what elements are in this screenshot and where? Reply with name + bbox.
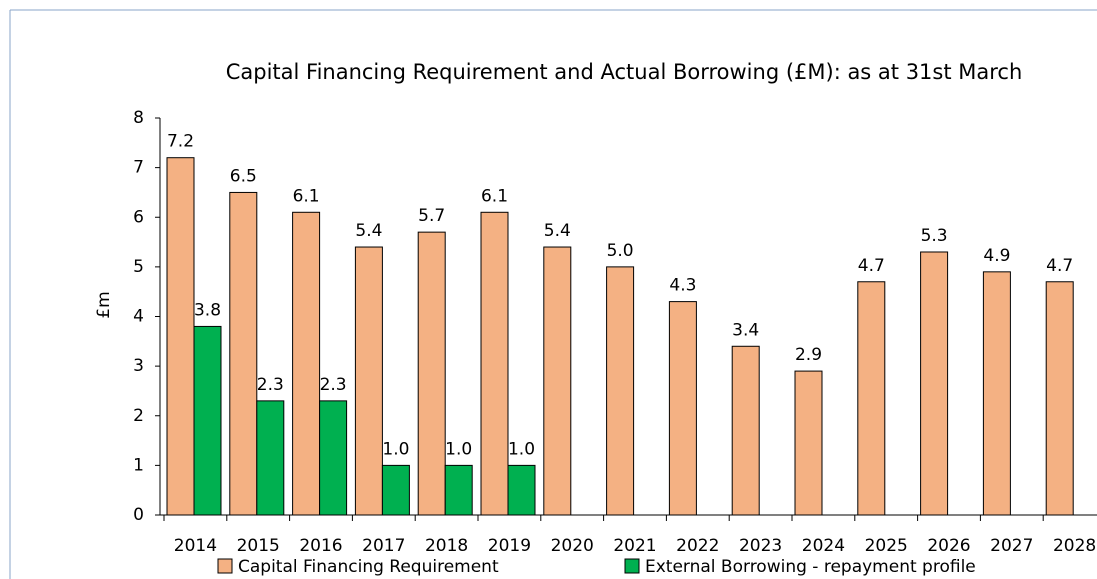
bar <box>507 464 536 516</box>
value-label: 1.0 <box>508 439 535 459</box>
x-tick-label: 2017 <box>362 536 405 556</box>
bar <box>256 400 285 516</box>
y-tick-label: 3 <box>133 356 144 376</box>
x-tick-label: 2015 <box>237 536 280 556</box>
y-tick-label: 6 <box>133 207 144 227</box>
value-label: 5.7 <box>418 206 445 226</box>
bar <box>857 281 886 516</box>
x-tick-label: 2022 <box>676 536 719 556</box>
value-label: 6.1 <box>293 186 320 206</box>
bar <box>193 325 222 516</box>
y-axis-label: £m <box>94 291 114 318</box>
x-tick-label: 2014 <box>174 536 217 556</box>
value-label: 2.3 <box>257 375 284 395</box>
value-label: 5.3 <box>921 226 948 246</box>
y-tick-label: 0 <box>133 505 144 525</box>
bar <box>1045 281 1074 516</box>
value-label: 6.1 <box>481 186 508 206</box>
value-label: 1.0 <box>445 439 472 459</box>
value-label: 5.4 <box>355 221 382 241</box>
x-tick-label: 2025 <box>865 536 908 556</box>
value-label: 4.3 <box>669 276 696 296</box>
bar <box>381 464 410 516</box>
bar <box>606 266 635 516</box>
bar <box>417 231 446 516</box>
y-tick-label: 5 <box>133 257 144 277</box>
bar <box>543 246 572 516</box>
y-tick-label: 4 <box>133 307 144 327</box>
x-tick-label: 2018 <box>425 536 468 556</box>
chart-title: Capital Financing Requirement and Actual… <box>226 60 1023 84</box>
y-tick-label: 7 <box>133 158 144 178</box>
bar <box>731 345 760 516</box>
bar <box>166 157 195 516</box>
y-tick-label: 1 <box>133 455 144 475</box>
legend-swatch <box>217 558 233 574</box>
value-label: 4.7 <box>858 256 885 276</box>
x-tick-label: 2016 <box>299 536 342 556</box>
y-tick-label: 8 <box>133 108 144 128</box>
value-label: 3.4 <box>732 320 759 340</box>
bar <box>668 301 697 516</box>
bar <box>229 191 258 516</box>
value-label: 7.2 <box>167 132 194 152</box>
x-tick-label: 2021 <box>613 536 656 556</box>
x-tick-label: 2020 <box>551 536 594 556</box>
x-tick-label: 2028 <box>1053 536 1096 556</box>
value-label: 5.0 <box>607 241 634 261</box>
x-tick-label: 2023 <box>739 536 782 556</box>
x-tick-label: 2019 <box>488 536 531 556</box>
x-tick-label: 2024 <box>802 536 845 556</box>
bar <box>480 211 509 516</box>
bar <box>444 464 473 516</box>
x-tick-label: 2026 <box>927 536 970 556</box>
value-label: 1.0 <box>382 439 409 459</box>
value-label: 2.3 <box>320 375 347 395</box>
value-label: 4.9 <box>983 246 1010 266</box>
bar <box>982 271 1011 516</box>
value-label: 2.9 <box>795 345 822 365</box>
value-label: 6.5 <box>230 166 257 186</box>
bar <box>354 246 383 516</box>
legend-swatch <box>624 558 640 574</box>
bar <box>920 251 949 516</box>
bar <box>292 211 321 516</box>
value-label: 5.4 <box>544 221 571 241</box>
bar <box>319 400 348 516</box>
legend-label: External Borrowing - repayment profile <box>645 557 976 577</box>
value-label: 4.7 <box>1046 256 1073 276</box>
y-tick-label: 2 <box>133 406 144 426</box>
bar <box>794 370 823 516</box>
x-tick-label: 2027 <box>990 536 1033 556</box>
legend-label: Capital Financing Requirement <box>238 557 499 577</box>
value-label: 3.8 <box>194 300 221 320</box>
